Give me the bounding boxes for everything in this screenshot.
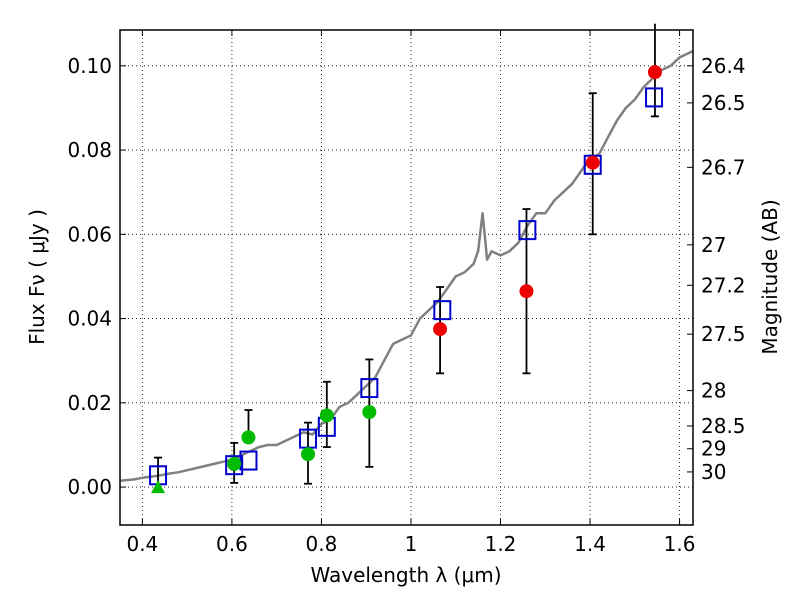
- y2-axis-label: Magnitude (AB): [758, 199, 782, 354]
- x-tick-label: 1.2: [485, 532, 517, 556]
- observed-flux-point: [301, 447, 316, 462]
- model-photometry-square: [225, 455, 244, 476]
- observed-flux-point: [241, 430, 256, 445]
- upper-limit-triangle: [151, 480, 166, 494]
- observed-flux-point: [585, 155, 600, 170]
- magnitude-tick-label: 29: [701, 437, 726, 461]
- magnitude-tick-label: 28.5: [701, 414, 746, 438]
- observed-flux-point: [227, 456, 242, 471]
- observed-flux-point: [647, 65, 662, 80]
- y-tick-label: 0.02: [67, 391, 112, 415]
- model-photometry-square: [433, 300, 452, 321]
- magnitude-tick-label: 30: [701, 460, 726, 484]
- observed-flux-point: [362, 405, 377, 420]
- model-photometry-square: [360, 378, 379, 399]
- tick-layer: 0.4 0.6 0.8 1 1.2 1.4 1.6 0.00 0.02 0.04 0.06 0.08 0…: [67, 30, 746, 556]
- model-photometry-square: [518, 220, 537, 241]
- observed-flux-point: [319, 408, 334, 423]
- y-tick-label: 0.06: [67, 222, 112, 246]
- y-axis-label: Flux Fν ( μJy ): [25, 209, 49, 345]
- y-tick-label: 0.00: [67, 475, 112, 499]
- x-tick-label: 1.6: [664, 532, 696, 556]
- data-marker-layer: [149, 65, 664, 494]
- y-tick-label: 0.10: [67, 54, 112, 78]
- x-tick-label: 1.4: [574, 532, 606, 556]
- x-axis-label: Wavelength λ (μm): [310, 563, 501, 587]
- magnitude-tick-label: 27.2: [701, 273, 746, 297]
- x-tick-label: 0.8: [306, 532, 338, 556]
- magnitude-tick-label: 27.5: [701, 322, 746, 346]
- y-tick-label: 0.08: [67, 138, 112, 162]
- model-photometry-square: [645, 87, 664, 108]
- magnitude-tick-label: 27: [701, 233, 726, 257]
- x-tick-label: 0.6: [216, 532, 248, 556]
- magnitude-tick-label: 26.4: [701, 54, 746, 78]
- x-tick-label: 1: [405, 532, 418, 556]
- y-tick-label: 0.04: [67, 307, 112, 331]
- x-tick-label: 0.4: [126, 532, 158, 556]
- observed-flux-point: [433, 322, 448, 337]
- magnitude-tick-label: 26.5: [701, 91, 746, 115]
- plot-frame: [119, 29, 694, 526]
- observed-flux-point: [519, 284, 534, 299]
- magnitude-tick-label: 26.7: [701, 155, 746, 179]
- magnitude-tick-label: 28: [701, 379, 726, 403]
- model-photometry-square: [239, 450, 258, 471]
